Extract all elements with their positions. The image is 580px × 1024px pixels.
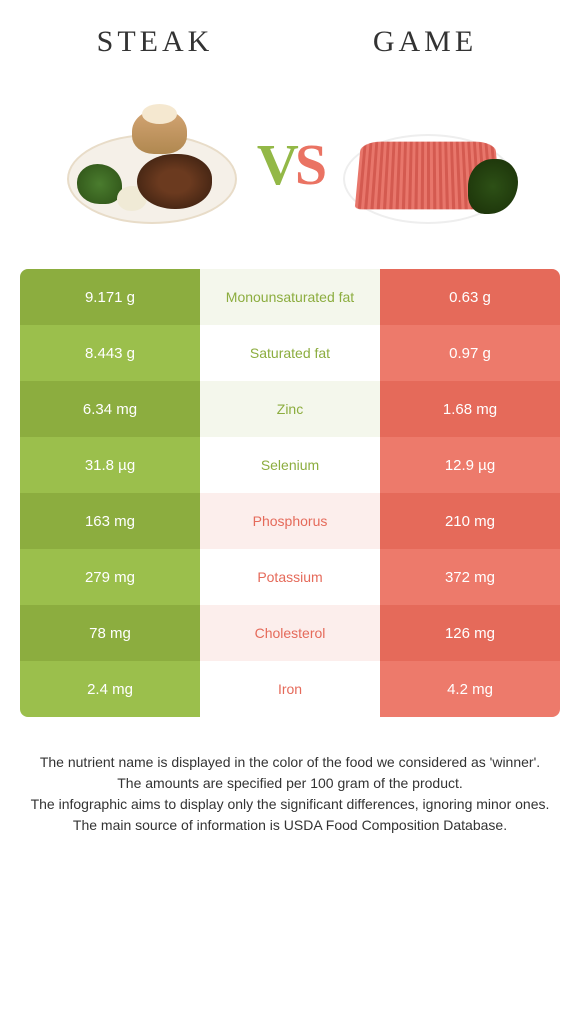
nutrient-name: Selenium — [200, 437, 380, 493]
vs-comparison-row: VS — [0, 69, 580, 269]
left-value: 279 mg — [20, 549, 200, 605]
table-row: 6.34 mgZinc1.68 mg — [20, 381, 560, 437]
vs-s-letter: S — [295, 132, 323, 197]
right-value: 12.9 µg — [380, 437, 560, 493]
game-image — [338, 99, 518, 229]
header: STEAK GAME — [0, 0, 580, 69]
left-value: 8.443 g — [20, 325, 200, 381]
vs-label: VS — [257, 131, 323, 198]
nutrient-name: Zinc — [200, 381, 380, 437]
footer-line-1: The nutrient name is displayed in the co… — [20, 752, 560, 773]
table-row: 279 mgPotassium372 mg — [20, 549, 560, 605]
right-value: 1.68 mg — [380, 381, 560, 437]
footer-line-2: The amounts are specified per 100 gram o… — [20, 773, 560, 794]
nutrient-name: Monounsaturated fat — [200, 269, 380, 325]
footer-notes: The nutrient name is displayed in the co… — [0, 717, 580, 856]
table-row: 31.8 µgSelenium12.9 µg — [20, 437, 560, 493]
table-row: 78 mgCholesterol126 mg — [20, 605, 560, 661]
left-value: 31.8 µg — [20, 437, 200, 493]
left-value: 163 mg — [20, 493, 200, 549]
table-row: 8.443 gSaturated fat0.97 g — [20, 325, 560, 381]
right-value: 0.97 g — [380, 325, 560, 381]
table-row: 163 mgPhosphorus210 mg — [20, 493, 560, 549]
left-value: 78 mg — [20, 605, 200, 661]
right-value: 0.63 g — [380, 269, 560, 325]
left-value: 9.171 g — [20, 269, 200, 325]
nutrient-name: Potassium — [200, 549, 380, 605]
steak-image — [62, 99, 242, 229]
right-food-title: GAME — [304, 25, 547, 59]
footer-line-3: The infographic aims to display only the… — [20, 794, 560, 815]
vs-v-letter: V — [257, 132, 295, 197]
footer-line-4: The main source of information is USDA F… — [20, 815, 560, 836]
nutrient-name: Saturated fat — [200, 325, 380, 381]
left-value: 2.4 mg — [20, 661, 200, 717]
right-value: 210 mg — [380, 493, 560, 549]
right-value: 4.2 mg — [380, 661, 560, 717]
nutrient-table: 9.171 gMonounsaturated fat0.63 g8.443 gS… — [20, 269, 560, 717]
right-value: 372 mg — [380, 549, 560, 605]
right-value: 126 mg — [380, 605, 560, 661]
left-food-title: STEAK — [34, 25, 277, 59]
nutrient-name: Phosphorus — [200, 493, 380, 549]
nutrient-name: Iron — [200, 661, 380, 717]
table-row: 2.4 mgIron4.2 mg — [20, 661, 560, 717]
left-value: 6.34 mg — [20, 381, 200, 437]
table-row: 9.171 gMonounsaturated fat0.63 g — [20, 269, 560, 325]
nutrient-name: Cholesterol — [200, 605, 380, 661]
